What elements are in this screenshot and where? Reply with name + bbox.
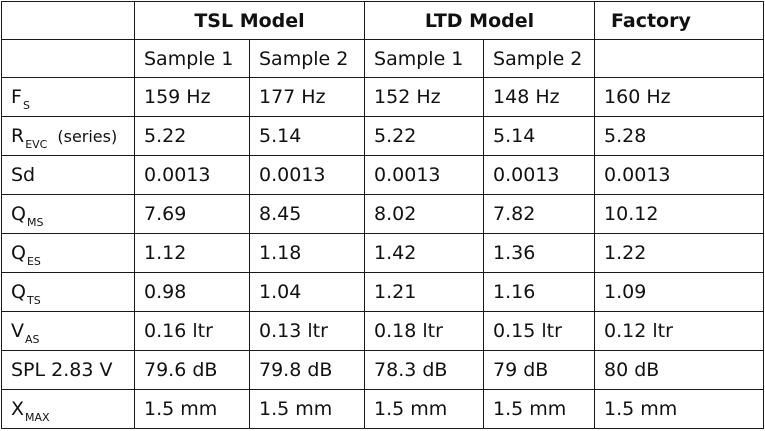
row-label-cell: SPL 2.83 V — [1, 350, 135, 390]
tsl-sample-1-header: Sample 1 — [134, 39, 250, 78]
row-label-cell: REVC (series) — [1, 116, 135, 156]
factory-cell: 10.12 — [594, 194, 765, 234]
sample-header-corner — [1, 39, 135, 78]
table-row: VAS 0.16 ltr 0.13 ltr 0.18 ltr 0.15 ltr 0.12 … — [1, 311, 765, 351]
row-label-cell: QMS — [1, 194, 135, 234]
tsl-sample-1-cell: 79.6 dB — [134, 350, 250, 390]
tsl-sample-1-cell: 1.5 mm — [134, 389, 250, 429]
parameter-subscript: S — [22, 99, 30, 112]
parameter-subscript: EVC — [25, 138, 48, 151]
factory-header: Factory — [594, 1, 765, 40]
tsl-sample-2-cell: 1.5 mm — [248, 389, 366, 429]
corner-header-cell — [1, 1, 135, 40]
tsl-sample-2-cell: 177 Hz — [248, 77, 366, 117]
row-label-cell: VAS — [1, 311, 135, 351]
parameter-name: X — [11, 398, 25, 420]
parameter-subscript: ES — [26, 255, 41, 268]
ltd-sample-1-cell: 78.3 dB — [364, 350, 485, 390]
parameter-subscript: MS — [26, 216, 44, 229]
ltd-sample-2-cell: 5.14 — [483, 116, 596, 156]
ltd-sample-2-cell: 1.5 mm — [483, 389, 596, 429]
table-row: REVC (series) 5.22 5.14 5.22 5.14 5.28 — [1, 116, 765, 156]
ltd-sample-1-cell: 0.18 ltr — [364, 311, 485, 351]
tsl-sample-2-header: Sample 2 — [248, 39, 366, 78]
parameter-name: F — [11, 86, 22, 108]
ltd-sample-1-cell: 8.02 — [364, 194, 485, 234]
ltd-sample-2-cell: 0.0013 — [483, 155, 596, 195]
tsl-sample-2-cell: 1.18 — [248, 233, 366, 273]
tsl-sample-1-cell: 7.69 — [134, 194, 250, 234]
group-header-row: TSL Model LTD Model Factory — [1, 1, 765, 40]
row-label-cell: QES — [1, 233, 135, 273]
tsl-sample-1-cell: 5.22 — [134, 116, 250, 156]
factory-cell: 0.0013 — [594, 155, 765, 195]
factory-cell: 0.12 ltr — [594, 311, 765, 351]
parameter-name: R — [11, 125, 25, 147]
ltd-sample-2-cell: 7.82 — [483, 194, 596, 234]
tsl-sample-1-cell: 0.98 — [134, 272, 250, 312]
parameter-name: Q — [11, 203, 26, 225]
row-label-cell: QTS — [1, 272, 135, 312]
ltd-sample-2-header: Sample 2 — [483, 39, 596, 78]
ltd-sample-2-cell: 148 Hz — [483, 77, 596, 117]
tsl-sample-2-cell: 8.45 — [248, 194, 366, 234]
tsl-model-header: TSL Model — [133, 1, 366, 40]
tsl-sample-2-cell: 79.8 dB — [248, 350, 366, 390]
table-row: Sd 0.0013 0.0013 0.0013 0.0013 0.0013 — [1, 155, 765, 195]
table-row: SPL 2.83 V 79.6 dB 79.8 dB 78.3 dB 79 dB 80 d… — [1, 350, 765, 390]
parameter-name: Q — [11, 242, 26, 264]
table-row: FS 159 Hz 177 Hz 152 Hz 148 Hz 160 Hz — [1, 77, 765, 117]
table-body: FS 159 Hz 177 Hz 152 Hz 148 Hz 160 Hz REVC (ser… — [1, 77, 765, 429]
row-label-cell: FS — [1, 77, 135, 117]
tsl-sample-2-cell: 1.04 — [248, 272, 366, 312]
row-label-cell: XMAX — [1, 389, 135, 429]
factory-cell: 160 Hz — [594, 77, 765, 117]
ltd-sample-1-cell: 1.42 — [364, 233, 485, 273]
ltd-sample-1-cell: 1.5 mm — [364, 389, 485, 429]
factory-cell: 5.28 — [594, 116, 765, 156]
parameter-name: Sd — [11, 164, 36, 186]
parameter-name: SPL 2.83 V — [11, 359, 113, 381]
factory-cell: 80 dB — [594, 350, 765, 390]
ltd-sample-1-cell: 5.22 — [364, 116, 485, 156]
table-row: QES 1.12 1.18 1.42 1.36 1.22 — [1, 233, 765, 273]
table-row: QMS 7.69 8.45 8.02 7.82 10.12 — [1, 194, 765, 234]
factory-cell: 1.5 mm — [594, 389, 765, 429]
tsl-sample-1-cell: 0.0013 — [134, 155, 250, 195]
sample-header-row: Sample 1 Sample 2 Sample 1 Sample 2 — [1, 39, 765, 78]
parameter-subscript: AS — [25, 333, 40, 346]
ltd-sample-1-cell: 152 Hz — [364, 77, 485, 117]
factory-sample-header — [594, 39, 765, 78]
parameter-name: V — [11, 320, 24, 342]
ltd-sample-2-cell: 79 dB — [483, 350, 596, 390]
parameter-name: Q — [11, 281, 26, 303]
row-label-cell: Sd — [1, 155, 135, 195]
table-row: QTS 0.98 1.04 1.21 1.16 1.09 — [1, 272, 765, 312]
table-row: XMAX 1.5 mm 1.5 mm 1.5 mm 1.5 mm 1.5 mm — [1, 389, 765, 429]
parameter-subscript: TS — [26, 294, 41, 307]
ltd-sample-1-header: Sample 1 — [364, 39, 485, 78]
ltd-sample-1-cell: 1.21 — [364, 272, 485, 312]
parameter-qualifier: (series) — [57, 127, 118, 146]
ltd-sample-2-cell: 0.15 ltr — [483, 311, 596, 351]
parameter-subscript: MAX — [25, 411, 50, 424]
tsl-sample-2-cell: 0.0013 — [248, 155, 366, 195]
factory-cell: 1.22 — [594, 233, 765, 273]
tsl-sample-1-cell: 159 Hz — [134, 77, 250, 117]
ltd-sample-2-cell: 1.36 — [483, 233, 596, 273]
ltd-sample-1-cell: 0.0013 — [364, 155, 485, 195]
tsl-sample-1-cell: 1.12 — [134, 233, 250, 273]
factory-cell: 1.09 — [594, 272, 765, 312]
ltd-sample-2-cell: 1.16 — [483, 272, 596, 312]
ltd-model-header: LTD Model — [364, 1, 596, 40]
tsl-sample-2-cell: 5.14 — [248, 116, 366, 156]
tsl-sample-1-cell: 0.16 ltr — [134, 311, 250, 351]
tsl-sample-2-cell: 0.13 ltr — [248, 311, 366, 351]
